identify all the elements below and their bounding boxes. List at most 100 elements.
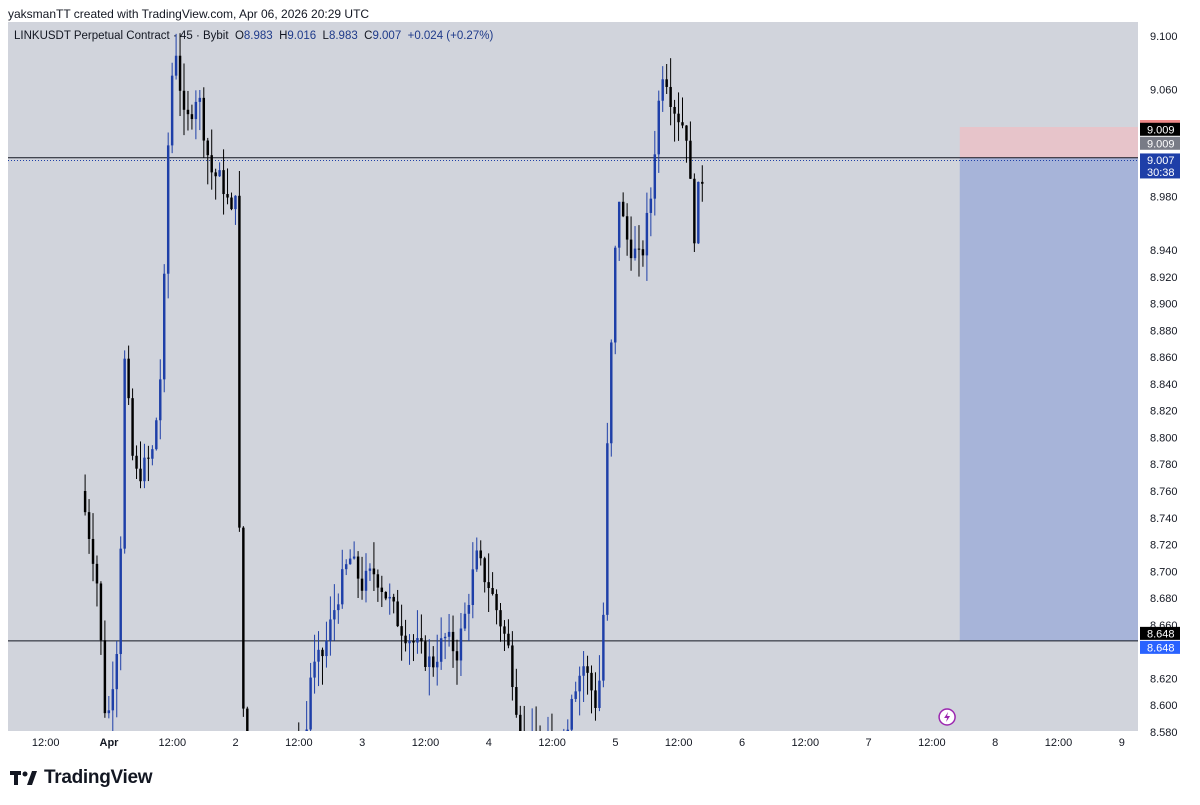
candle[interactable]: [649, 187, 653, 237]
candle[interactable]: [479, 540, 482, 566]
candle[interactable]: [356, 551, 360, 598]
candle[interactable]: [384, 591, 388, 601]
candle[interactable]: [424, 635, 427, 671]
candle[interactable]: [487, 553, 490, 612]
candle[interactable]: [602, 602, 605, 688]
candle[interactable]: [325, 621, 328, 668]
candle[interactable]: [574, 681, 577, 702]
candle[interactable]: [91, 513, 95, 582]
price-axis[interactable]: 9.100 9.060 8.980 8.940 8.920 8.900 8.880 8.860…: [1138, 22, 1200, 752]
candle[interactable]: [341, 549, 344, 609]
candle[interactable]: [408, 634, 411, 665]
candle[interactable]: [115, 640, 118, 718]
candle[interactable]: [633, 226, 637, 261]
candle[interactable]: [348, 549, 352, 565]
candle[interactable]: [697, 181, 700, 245]
candle[interactable]: [317, 631, 320, 687]
candle[interactable]: [226, 168, 229, 205]
candle[interactable]: [447, 613, 451, 647]
candle[interactable]: [337, 593, 340, 624]
candle[interactable]: [166, 132, 170, 299]
candle[interactable]: [178, 33, 182, 117]
candle[interactable]: [435, 634, 439, 686]
candle[interactable]: [689, 121, 692, 180]
candle[interactable]: [380, 575, 384, 608]
candle[interactable]: [127, 345, 130, 406]
candle[interactable]: [198, 90, 202, 131]
candle[interactable]: [230, 192, 233, 211]
candle[interactable]: [147, 445, 150, 482]
candle[interactable]: [515, 668, 518, 718]
candle[interactable]: [685, 125, 688, 163]
candle[interactable]: [673, 99, 676, 142]
candle[interactable]: [610, 339, 613, 457]
candle[interactable]: [186, 90, 190, 131]
candle[interactable]: [637, 225, 641, 277]
candle[interactable]: [376, 569, 380, 602]
candle[interactable]: [360, 556, 364, 600]
candle[interactable]: [677, 92, 680, 141]
candle[interactable]: [653, 130, 657, 216]
candle[interactable]: [428, 639, 431, 696]
candlestick-chart[interactable]: [8, 22, 1138, 752]
candle[interactable]: [443, 632, 447, 660]
candle[interactable]: [475, 537, 478, 572]
candle[interactable]: [210, 129, 213, 190]
candle[interactable]: [194, 90, 198, 140]
candle[interactable]: [463, 602, 467, 632]
candle[interactable]: [645, 192, 649, 281]
candle[interactable]: [222, 149, 225, 215]
candle[interactable]: [432, 646, 435, 677]
candle[interactable]: [693, 173, 696, 252]
candle[interactable]: [392, 593, 395, 614]
candle[interactable]: [135, 445, 138, 479]
candle[interactable]: [155, 417, 158, 451]
candle[interactable]: [471, 542, 475, 619]
candle[interactable]: [313, 634, 316, 694]
candle[interactable]: [364, 553, 368, 603]
candle[interactable]: [151, 445, 154, 466]
candle[interactable]: [372, 542, 376, 592]
candle[interactable]: [416, 610, 419, 654]
candle[interactable]: [214, 168, 217, 200]
candle[interactable]: [321, 647, 324, 685]
candle[interactable]: [625, 203, 629, 256]
candle[interactable]: [174, 33, 178, 80]
candle[interactable]: [503, 620, 506, 651]
candle[interactable]: [412, 634, 415, 662]
candle[interactable]: [590, 665, 593, 714]
candle[interactable]: [594, 672, 597, 721]
candle[interactable]: [606, 422, 609, 621]
candle[interactable]: [218, 162, 221, 177]
candle[interactable]: [400, 604, 403, 661]
candle[interactable]: [665, 63, 668, 94]
candle[interactable]: [163, 264, 166, 393]
candle[interactable]: [333, 584, 336, 641]
chart-plot-area[interactable]: [8, 22, 1138, 752]
candle[interactable]: [701, 165, 704, 202]
candle[interactable]: [617, 201, 621, 261]
candle[interactable]: [329, 596, 332, 656]
candle[interactable]: [234, 195, 237, 225]
candle[interactable]: [681, 97, 684, 129]
candle[interactable]: [95, 555, 99, 607]
candle[interactable]: [170, 62, 174, 154]
candle[interactable]: [368, 563, 372, 581]
candle[interactable]: [404, 619, 407, 652]
alert-lightning-icon[interactable]: [938, 708, 956, 726]
candle[interactable]: [578, 666, 581, 716]
stop-loss-zone[interactable]: [959, 126, 1138, 158]
candle[interactable]: [459, 612, 463, 676]
time-axis[interactable]: 12:00 Apr 12:00 2 12:00 3 12:00 4 12:00 5 12:00 6 12…: [8, 731, 1138, 752]
candle[interactable]: [629, 216, 633, 271]
candle[interactable]: [467, 593, 471, 641]
candle[interactable]: [344, 559, 348, 576]
take-profit-zone[interactable]: [959, 157, 1138, 641]
candle[interactable]: [420, 614, 423, 654]
candle[interactable]: [242, 526, 245, 717]
candle[interactable]: [388, 583, 391, 615]
candle[interactable]: [669, 58, 672, 126]
candle[interactable]: [182, 63, 186, 136]
candle[interactable]: [598, 655, 601, 712]
candle[interactable]: [586, 655, 589, 695]
